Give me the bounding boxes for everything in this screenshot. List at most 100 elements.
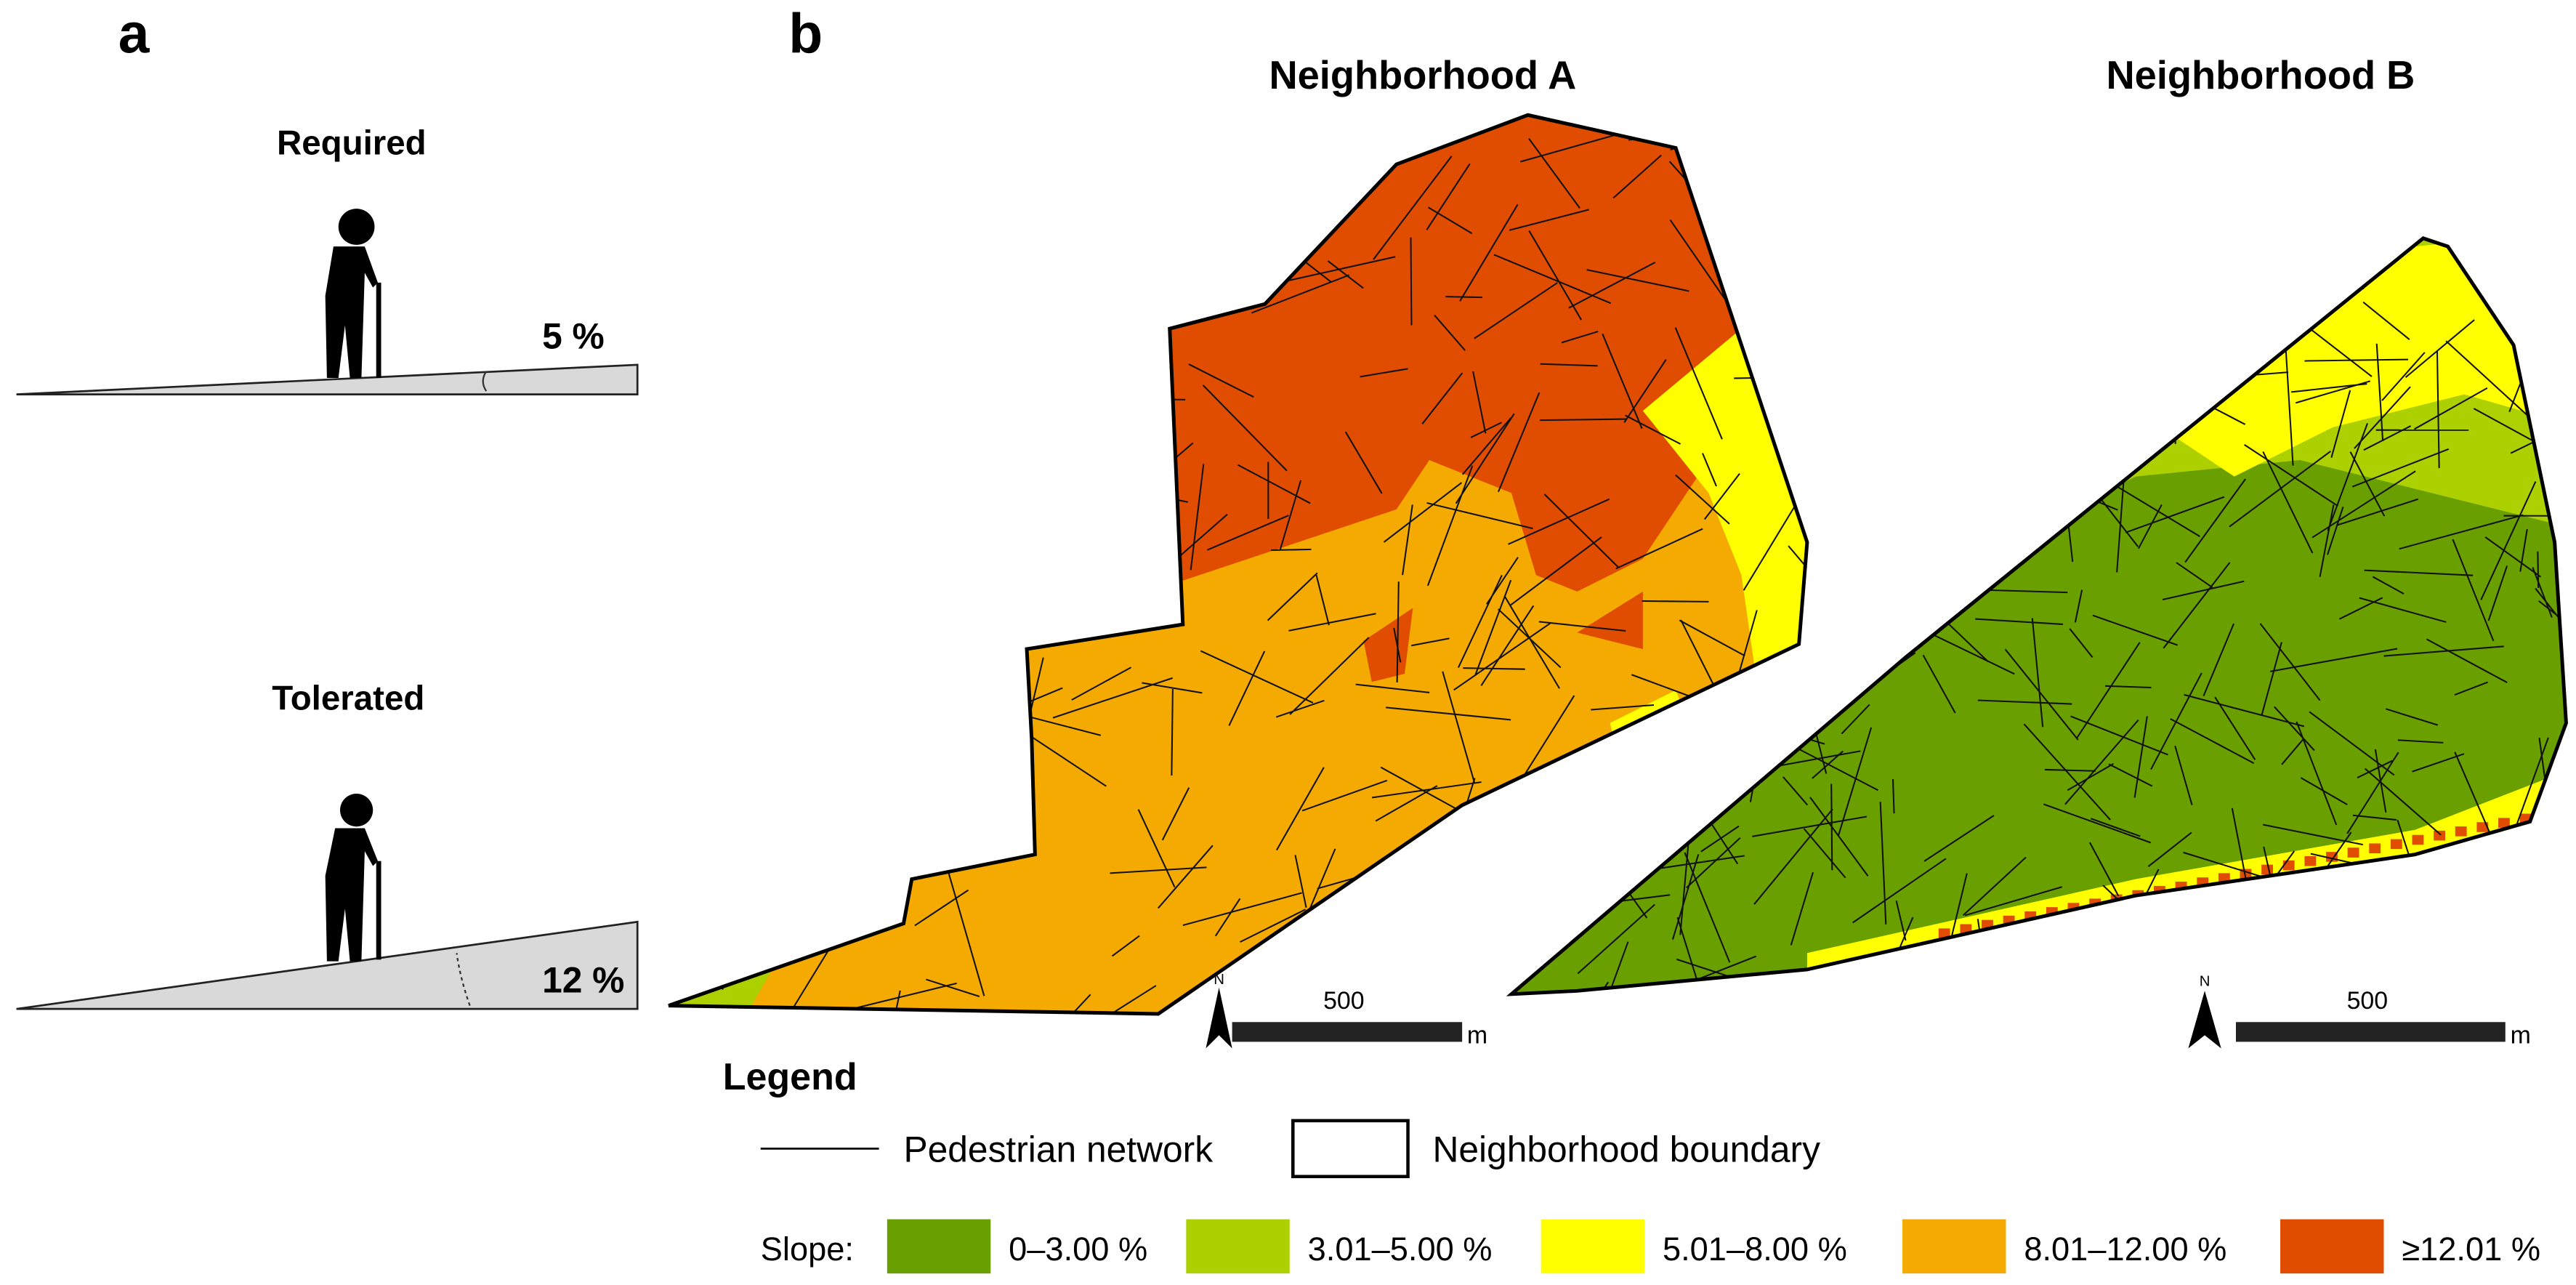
street (1825, 531, 1896, 583)
street (758, 391, 786, 462)
street (706, 620, 790, 623)
street (800, 874, 843, 923)
street (780, 395, 912, 404)
steep-cell (2261, 864, 2273, 875)
street (2184, 693, 2305, 728)
street (817, 269, 846, 297)
street (1200, 650, 1314, 704)
street (724, 666, 768, 685)
street (1314, 129, 1391, 181)
street (2327, 422, 2368, 531)
street (801, 736, 836, 750)
street (1240, 909, 1306, 943)
street (1767, 300, 1801, 369)
street (961, 264, 990, 325)
street (1429, 950, 1434, 1000)
street (2357, 760, 2393, 778)
legend-label: 5.01–8.00 % (1663, 1230, 1847, 1268)
street (2290, 875, 2323, 938)
street (2002, 319, 2053, 329)
street (2445, 340, 2529, 417)
street (682, 717, 736, 723)
street (847, 406, 852, 462)
street (2137, 504, 2163, 549)
street (1294, 855, 1307, 908)
ramp (16, 363, 639, 395)
street (1571, 780, 1635, 821)
legend-label: 8.01–12.00 % (2024, 1230, 2226, 1268)
street (2458, 914, 2522, 970)
street (1769, 253, 1776, 349)
street (764, 438, 773, 524)
street (1809, 797, 1869, 877)
street (1622, 729, 1636, 783)
street (1373, 156, 1453, 260)
street (1137, 809, 1176, 888)
street (1426, 163, 1471, 230)
street (2412, 753, 2465, 773)
boundary-symbol (1291, 1119, 1410, 1179)
street (1463, 925, 1511, 955)
street (690, 776, 707, 826)
street (2061, 935, 2165, 994)
street (2067, 762, 2115, 791)
street (2105, 685, 2152, 689)
street (1276, 767, 1325, 851)
street (2074, 589, 2083, 623)
street (1705, 164, 1734, 226)
street (825, 298, 837, 350)
street (2484, 536, 2542, 578)
slope-area (1363, 608, 1413, 682)
street (1115, 284, 1132, 339)
street (1289, 637, 1370, 715)
street (2270, 648, 2398, 672)
street (2168, 335, 2176, 444)
street (1396, 581, 1400, 682)
street (934, 316, 972, 406)
street (754, 116, 776, 169)
street (2397, 739, 2444, 744)
street (1922, 654, 1956, 714)
street (1151, 197, 1245, 282)
street (1463, 667, 1525, 670)
street (1273, 145, 1363, 177)
slope-area (1577, 591, 1643, 650)
street (2327, 506, 2344, 555)
street (2508, 848, 2555, 858)
street (2359, 597, 2447, 623)
street (1806, 523, 1915, 552)
street (2259, 623, 2321, 701)
street (1182, 892, 1302, 927)
steep-cell (1938, 928, 1950, 938)
street (669, 627, 743, 703)
street (1895, 901, 1907, 941)
street (2361, 917, 2397, 960)
street (2008, 431, 2133, 438)
street (1041, 491, 1134, 560)
street (1315, 574, 1330, 626)
legend-swatch (1186, 1219, 1290, 1274)
map-title: Neighborhood A (1269, 54, 1576, 97)
street (1828, 305, 1862, 347)
street (2540, 870, 2567, 939)
scale-rect (1232, 1022, 1463, 1042)
street (1684, 852, 1731, 963)
street (1475, 812, 1511, 860)
street (1661, 728, 1663, 847)
street (2449, 904, 2490, 969)
map-title: Neighborhood B (2106, 54, 2415, 97)
street (1124, 428, 1140, 472)
street (1111, 935, 1140, 957)
street (1998, 273, 2025, 344)
street (1615, 528, 1703, 570)
street (1961, 434, 1964, 488)
street (1271, 548, 1312, 552)
street (1540, 363, 1598, 367)
street (1675, 474, 1730, 525)
street (788, 486, 851, 504)
street (974, 669, 1014, 745)
street (2335, 498, 2419, 526)
street (1964, 886, 2062, 917)
steep-cell (2541, 809, 2553, 820)
street (1596, 754, 1624, 776)
